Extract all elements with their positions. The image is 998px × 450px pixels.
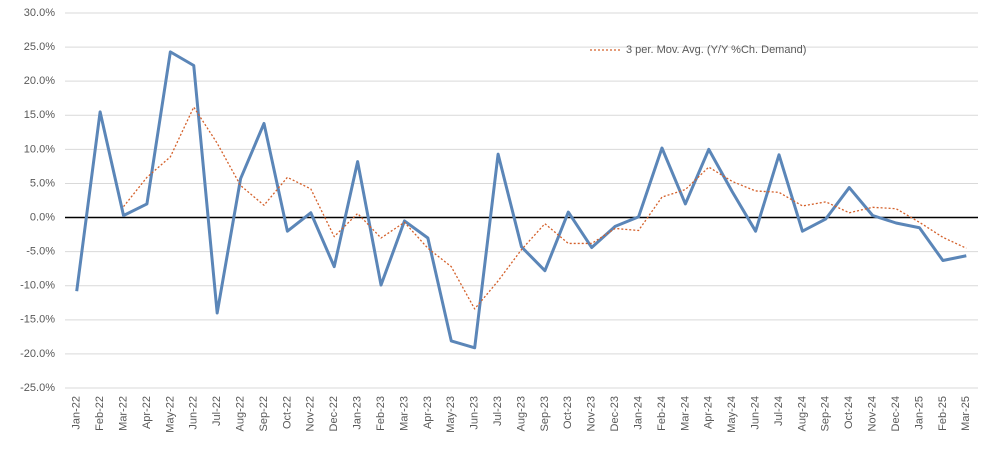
x-tick-label: Jan-22 xyxy=(71,396,83,430)
legend-label: 3 per. Mov. Avg. (Y/Y %Ch. Demand) xyxy=(626,44,806,56)
x-tick-label: Sep-23 xyxy=(539,396,551,431)
x-tick-label: Jan-23 xyxy=(352,396,364,430)
x-tick-label: Oct-24 xyxy=(843,396,855,429)
x-tick-label: Mar-22 xyxy=(117,396,129,431)
x-tick-label: Nov-24 xyxy=(867,396,879,431)
x-tick-label: Jul-23 xyxy=(492,396,504,426)
x-tick-label: Aug-23 xyxy=(515,396,527,431)
y-tick-label: -10.0% xyxy=(20,280,55,292)
x-tick-label: Feb-24 xyxy=(656,396,668,431)
series-line xyxy=(123,106,967,310)
x-tick-label: Dec-24 xyxy=(890,396,902,431)
y-tick-label: 10.0% xyxy=(24,143,55,155)
x-tick-label: Mar-23 xyxy=(398,396,410,431)
x-tick-label: May-23 xyxy=(445,396,457,433)
y-tick-label: -25.0% xyxy=(20,382,55,394)
x-tick-label: Sep-22 xyxy=(258,396,270,431)
x-tick-label: Nov-23 xyxy=(586,396,598,431)
x-tick-label: Apr-22 xyxy=(141,396,153,429)
x-tick-label: Jun-24 xyxy=(750,396,762,430)
x-tick-label: Jan-25 xyxy=(913,396,925,430)
y-tick-label: -5.0% xyxy=(26,246,55,258)
x-tick-label: Dec-23 xyxy=(609,396,621,431)
x-tick-label: May-22 xyxy=(164,396,176,433)
y-tick-label: 25.0% xyxy=(24,41,55,53)
x-tick-label: Jul-24 xyxy=(773,396,785,426)
x-tick-label: Aug-22 xyxy=(234,396,246,431)
x-tick-label: Mar-24 xyxy=(679,396,691,431)
x-tick-label: May-24 xyxy=(726,396,738,433)
x-tick-label: Oct-22 xyxy=(281,396,293,429)
y-tick-label: 20.0% xyxy=(24,75,55,87)
series-line xyxy=(75,50,967,350)
x-tick-label: Aug-24 xyxy=(796,396,808,431)
x-tick-label: Apr-23 xyxy=(422,396,434,429)
x-tick-label: Jul-22 xyxy=(211,396,223,426)
x-tick-label: Feb-22 xyxy=(94,396,106,431)
y-tick-label: -20.0% xyxy=(20,348,55,360)
y-tick-label: 5.0% xyxy=(30,177,55,189)
y-tick-label: 0.0% xyxy=(30,211,55,223)
x-tick-label: Oct-23 xyxy=(562,396,574,429)
x-tick-label: Sep-24 xyxy=(820,396,832,431)
x-tick-label: Jun-22 xyxy=(188,396,200,430)
y-tick-label: 15.0% xyxy=(24,109,55,121)
y-tick-label: 30.0% xyxy=(24,7,55,19)
x-tick-label: Dec-22 xyxy=(328,396,340,431)
x-tick-label: Feb-25 xyxy=(937,396,949,431)
y-tick-label: -15.0% xyxy=(20,314,55,326)
x-tick-label: Feb-23 xyxy=(375,396,387,431)
x-tick-label: Nov-22 xyxy=(305,396,317,431)
x-tick-label: Apr-24 xyxy=(703,396,715,429)
x-tick-label: Jan-24 xyxy=(632,396,644,430)
x-tick-label: Mar-25 xyxy=(960,396,972,431)
x-tick-label: Jun-23 xyxy=(469,396,481,430)
